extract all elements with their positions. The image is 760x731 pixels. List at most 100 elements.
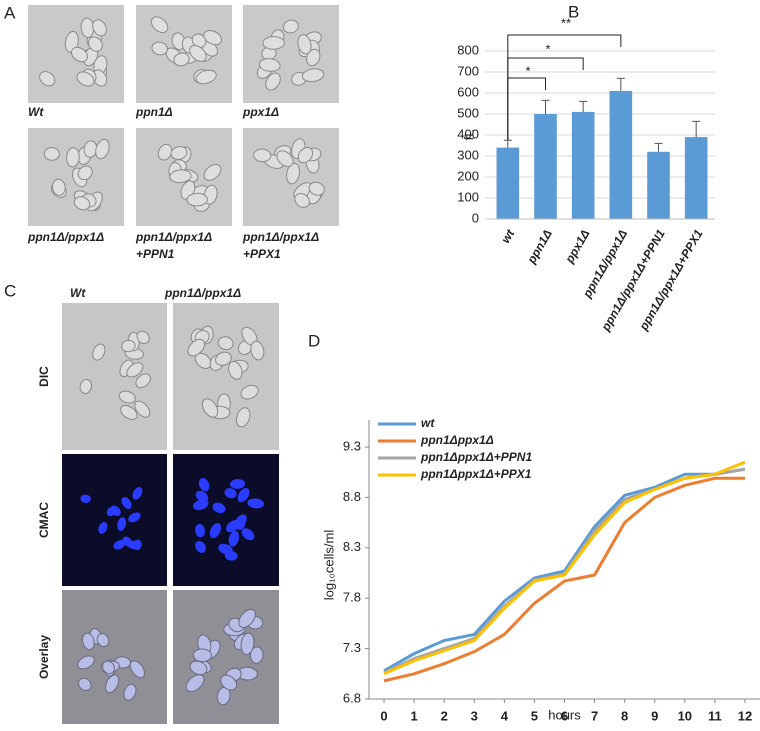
cell <box>88 36 103 52</box>
cell <box>228 530 240 547</box>
y-axis-label: fL <box>461 130 476 141</box>
cell <box>39 71 56 87</box>
row-label: DIC <box>37 366 51 387</box>
image-caption: ppn1Δ/ppx1Δ <box>242 230 319 244</box>
cell <box>224 550 238 561</box>
cell <box>308 181 325 196</box>
cell <box>79 378 93 395</box>
micrograph <box>28 128 124 226</box>
cell <box>297 146 314 164</box>
series-line <box>383 467 746 673</box>
cell <box>238 608 256 628</box>
column-header: ppn1Δ/ppx1Δ <box>164 286 241 300</box>
panel-label: B <box>568 2 579 21</box>
image-caption: Wt <box>28 105 44 119</box>
micrograph-background <box>62 454 167 586</box>
image-caption: +PPX1 <box>243 247 281 261</box>
cell <box>249 646 264 664</box>
significance-mark: ** <box>561 15 571 30</box>
cell <box>301 68 325 83</box>
cell <box>195 69 217 85</box>
cell <box>195 490 209 503</box>
cell <box>151 41 168 56</box>
y-tick-label: 9.3 <box>343 438 361 453</box>
cell <box>262 36 285 50</box>
legend-label: ppn1Δppx1Δ+PPN1 <box>420 450 532 464</box>
cell <box>66 147 80 168</box>
cell <box>187 338 206 357</box>
cell <box>193 499 209 511</box>
cell <box>192 648 212 663</box>
cell <box>92 19 107 37</box>
cell <box>215 351 232 366</box>
cell <box>150 16 169 34</box>
y-tick-label: 7.8 <box>343 590 361 605</box>
micrograph <box>243 128 339 226</box>
y-tick-label: 300 <box>457 147 479 162</box>
x-tick-label: 8 <box>621 708 628 723</box>
micrograph <box>62 303 167 450</box>
cell <box>110 505 121 516</box>
micrograph <box>62 590 167 724</box>
micrograph <box>173 303 279 450</box>
cell <box>113 540 126 550</box>
cell <box>120 405 138 420</box>
x-tick-label: 4 <box>501 708 509 723</box>
cell <box>235 407 251 428</box>
cell <box>105 674 120 694</box>
panel-label: C <box>4 281 16 300</box>
micrograph-background <box>173 303 279 450</box>
row-label: CMAC <box>37 502 51 538</box>
cell <box>169 169 192 184</box>
cell <box>96 633 110 648</box>
cell <box>73 196 91 211</box>
y-axis-label: log₁₀cells/ml <box>321 530 336 601</box>
cell <box>198 477 210 492</box>
cell <box>276 150 294 167</box>
significance-mark: * <box>545 41 550 56</box>
cell <box>121 339 136 353</box>
micrograph-background <box>173 454 279 586</box>
cell <box>237 487 250 503</box>
micrograph <box>136 128 232 226</box>
cell <box>253 148 272 163</box>
cell <box>212 502 226 514</box>
cell <box>306 48 321 67</box>
y-tick-label: 200 <box>457 168 479 183</box>
bar <box>684 137 708 219</box>
cell <box>123 683 137 701</box>
cell <box>157 143 173 161</box>
legend-label: wt <box>421 416 435 430</box>
micrograph <box>28 5 124 103</box>
legend-label: ppn1Δppx1Δ+PPX1 <box>420 467 532 481</box>
cell <box>92 343 106 361</box>
x-axis-label: hours <box>548 707 581 722</box>
y-tick-label: 8.3 <box>343 539 361 554</box>
cell <box>98 522 108 534</box>
x-tick-label: 2 <box>441 708 448 723</box>
x-tick-label: 0 <box>380 708 387 723</box>
y-tick-label: 0 <box>472 210 479 225</box>
bar <box>571 111 595 219</box>
cell <box>129 660 145 679</box>
cell <box>134 400 151 418</box>
cell <box>240 632 255 656</box>
cell <box>126 362 144 378</box>
cell <box>209 523 222 539</box>
bar <box>609 90 633 220</box>
cell <box>203 164 222 181</box>
panel-label: A <box>4 3 16 22</box>
bar <box>496 147 520 219</box>
cell <box>77 655 95 670</box>
significance-mark: * <box>525 63 530 78</box>
y-tick-label: 600 <box>457 84 479 99</box>
x-tick-label: ppx1Δ <box>562 227 593 266</box>
legend-label: ppn1Δppx1Δ <box>420 433 494 447</box>
cell <box>189 660 208 676</box>
cell <box>265 72 281 91</box>
cell <box>195 523 205 538</box>
x-tick-label: ppn1Δ <box>524 227 555 267</box>
cell <box>235 514 247 528</box>
cell <box>133 539 142 551</box>
